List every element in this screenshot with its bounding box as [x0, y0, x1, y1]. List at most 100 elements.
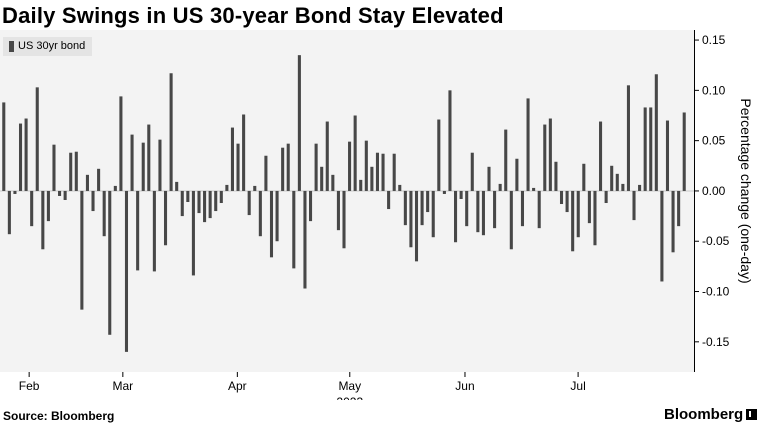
bar — [398, 184, 402, 191]
bar — [191, 190, 195, 276]
bar — [565, 190, 569, 213]
bar — [247, 190, 251, 216]
x-tick-label: Mar — [113, 379, 134, 393]
bar — [442, 190, 446, 194]
bar — [136, 190, 140, 271]
bar — [448, 90, 452, 191]
bar — [7, 190, 11, 235]
bar — [208, 190, 212, 219]
bar — [576, 190, 580, 238]
bar — [230, 127, 234, 191]
bar — [97, 168, 101, 191]
bar — [392, 153, 396, 191]
bar — [626, 85, 630, 191]
legend-swatch — [9, 41, 14, 52]
bar — [459, 190, 463, 199]
y-tick-label: 0.15 — [702, 33, 726, 47]
bar — [269, 190, 274, 258]
bar-chart: -0.15 -0.10 -0.05 0.00 0.05 0.10 0.15 Percentag… — [0, 30, 754, 400]
bar — [219, 190, 223, 204]
bar — [414, 190, 419, 262]
bar — [660, 190, 664, 282]
y-tick-label: -0.05 — [702, 234, 730, 248]
bar — [465, 190, 469, 227]
legend-label: US 30yr bond — [18, 40, 86, 52]
bar — [682, 112, 686, 191]
bar — [336, 190, 340, 231]
bar — [526, 98, 530, 191]
bar — [403, 190, 407, 226]
bar — [470, 152, 474, 191]
bar — [370, 166, 374, 191]
bar — [420, 190, 424, 226]
bar — [643, 107, 647, 191]
bar — [253, 185, 257, 191]
bar — [13, 190, 17, 194]
bar — [2, 102, 6, 191]
bar — [242, 114, 246, 191]
bar — [203, 190, 207, 223]
bar — [387, 190, 391, 210]
y-axis-label: Percentage change (one-day) — [738, 98, 754, 283]
bar — [487, 166, 491, 191]
bar — [543, 124, 547, 191]
bar — [169, 73, 173, 191]
bar — [604, 190, 608, 204]
terminal-icon — [746, 409, 758, 420]
bar — [509, 190, 513, 250]
bar — [599, 121, 603, 191]
bar — [665, 120, 670, 191]
bar — [498, 183, 502, 191]
x-tick-label: Apr — [228, 379, 247, 393]
bar — [431, 190, 435, 238]
bar — [320, 166, 324, 191]
bar — [582, 163, 586, 191]
bar — [297, 55, 301, 191]
bar — [163, 190, 168, 246]
bar — [113, 185, 117, 191]
bar — [264, 155, 268, 191]
bar — [108, 190, 112, 335]
bar — [381, 153, 385, 191]
bar — [532, 187, 536, 191]
bar — [175, 181, 179, 191]
x-tick-label: Jul — [570, 379, 585, 393]
bar — [309, 190, 313, 222]
x-tick-label: Jun — [455, 379, 474, 393]
bar — [303, 190, 307, 289]
y-tick-label: -0.10 — [702, 285, 730, 299]
bar — [46, 190, 50, 222]
bar — [437, 119, 441, 191]
bar — [314, 143, 318, 191]
bar — [593, 190, 597, 246]
bar — [24, 118, 28, 191]
bar — [559, 190, 564, 205]
bar — [520, 190, 525, 227]
bar — [41, 190, 45, 250]
bar — [375, 152, 379, 191]
bar — [186, 190, 190, 202]
bar — [74, 151, 78, 191]
bar — [85, 174, 89, 191]
bar — [515, 158, 519, 191]
bar — [58, 190, 62, 196]
bar — [30, 190, 34, 227]
bar — [281, 147, 285, 191]
bar — [632, 190, 636, 221]
y-tick-label: 0.10 — [702, 83, 726, 97]
bar — [18, 123, 23, 191]
bar — [258, 190, 262, 237]
bar — [152, 190, 156, 272]
bar — [364, 140, 368, 191]
bar — [348, 141, 352, 191]
bar — [610, 165, 614, 191]
bar — [197, 190, 201, 214]
bar — [325, 121, 329, 191]
bar — [476, 190, 480, 233]
bar — [52, 144, 56, 191]
bar — [141, 142, 145, 191]
bar — [649, 107, 653, 191]
x-year-label: 2023 — [336, 395, 363, 400]
bar — [35, 87, 39, 191]
bar — [147, 124, 151, 191]
